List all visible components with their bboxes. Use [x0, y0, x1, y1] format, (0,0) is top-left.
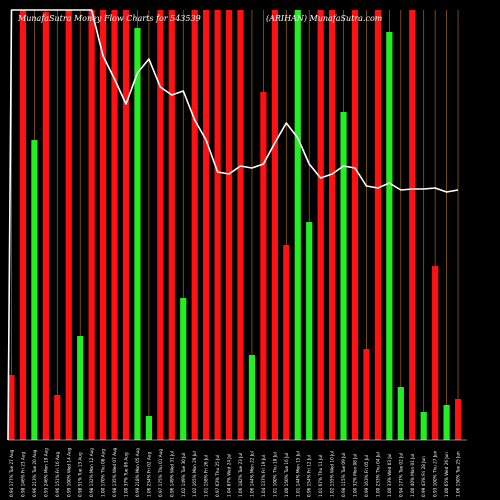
x-tick-label: 0.99 43% Fri 28 Jun — [421, 456, 426, 497]
bar — [145, 416, 152, 440]
bar — [443, 405, 450, 440]
x-tick-label: 1.00 37% Tue 06 Aug — [124, 452, 129, 497]
x-tick-label: 1.01 67% Thu 11 Jul — [318, 455, 323, 497]
x-tick-label: 1.04 87% Wed 24 Jul — [227, 454, 232, 497]
bar — [42, 12, 49, 440]
bar — [283, 245, 290, 440]
bar — [294, 10, 301, 440]
bar — [31, 140, 38, 440]
x-tick-label: 1.00 150% Tue 16 Jul — [284, 453, 289, 497]
bar — [386, 32, 393, 440]
bar — [180, 298, 187, 440]
x-tick-label: 0.99 100% Wed 14 Aug — [66, 447, 71, 497]
bar — [8, 375, 15, 440]
x-tick-label: 0.99 163% Fri 05 Jul — [364, 455, 369, 497]
price-line — [7, 9, 459, 441]
bar — [54, 395, 61, 440]
bar — [203, 10, 210, 440]
tick-labels: 0.94 177% Tue 27 Aug 0.98 146% Fri 23 Aug… — [9, 447, 461, 497]
chart-title: MunafaSutra Money Flow Charts for 543539 — [17, 14, 201, 23]
bar — [122, 10, 130, 440]
x-tick-label: 0.96 154% Fri 12 Jul — [307, 455, 312, 497]
bar — [65, 10, 72, 440]
bar — [134, 28, 141, 440]
x-tick-label: 1.01 100% Thu 18 Jul — [272, 452, 277, 497]
x-tick-label: 1.00 32% Mon 08 Jul — [353, 454, 358, 497]
bar — [420, 412, 427, 440]
x-tick-label: 0.93 100% Thu 27 Jun — [433, 450, 438, 497]
x-tick-label: 0.94 177% Tue 27 Aug — [9, 449, 14, 497]
x-tick-label: 1.01 144% Mon 15 Jul — [295, 451, 300, 497]
bar — [214, 10, 221, 440]
bar — [271, 10, 278, 440]
x-tick-label: 0.99 218% Mon 05 Aug — [135, 448, 140, 497]
bar — [363, 349, 370, 440]
x-tick-label: 0.98 115% Tue 09 Jul — [341, 453, 346, 497]
bar — [248, 355, 256, 440]
bar — [191, 10, 198, 440]
bar — [409, 10, 416, 440]
x-tick-label: 1.00 65% Wed 26 Jun — [444, 452, 449, 497]
x-tick-label: 0.96 213% Tue 20 Aug — [32, 449, 37, 497]
x-tick-label: 0.97 63% Thu 25 Jul — [215, 455, 220, 497]
x-tick-label: 1.06 144% Mon 22 Jul — [249, 451, 254, 497]
bar — [397, 387, 404, 440]
x-tick-label: 0.98 146% Fri 23 Aug — [20, 452, 25, 497]
x-tick-label: 1.00 40% Mon 01 Jul — [410, 454, 415, 497]
x-tick-label: 1.06 182% Tue 23 Jul — [238, 453, 243, 497]
bar — [454, 399, 462, 440]
x-tick-label: 1.02 149% Tue 30 Jul — [181, 453, 186, 497]
bar — [77, 336, 84, 440]
bar — [432, 266, 439, 440]
bar — [340, 112, 347, 440]
x-tick-label: 1.06 234% Fri 02 Aug — [146, 452, 151, 497]
bar — [225, 10, 233, 440]
x-tick-label: 1.02 155% Wed 10 Jul — [330, 451, 335, 497]
x-tick-label: 1.00 233% Thu 04 Jul — [375, 452, 380, 497]
bar — [329, 10, 336, 440]
x-tick-label: 1.06 150% Tue 25 Jun — [456, 451, 461, 497]
x-tick-label: 1.00 33% Wed 03 Jul — [387, 454, 392, 497]
x-tick-label: 0.94 177% Tue 02 Jul — [398, 453, 403, 497]
x-tick-label: 1.01 158% Fri 26 Jul — [204, 455, 209, 497]
x-tick-label: 0.93 246% Mon 19 Aug — [43, 448, 48, 497]
bar — [374, 10, 381, 440]
bar — [306, 222, 313, 440]
bar — [351, 10, 359, 440]
bar-series — [8, 10, 462, 440]
bar — [100, 10, 107, 440]
bar — [168, 10, 175, 440]
chart-subtitle: (ARIHAN) MunafaSutra.com — [266, 14, 383, 23]
x-tick-label: 1.04 137% Fri 19 Jul — [261, 455, 266, 497]
x-tick-label: 0.96 149% Wed 31 Jul — [169, 451, 174, 497]
bar — [317, 10, 324, 440]
bar — [237, 10, 244, 440]
x-tick-label: 0.98 51% Tue 13 Aug — [78, 452, 83, 497]
x-tick-label: 1.02 165% Mon 29 Jul — [192, 451, 197, 497]
bar — [19, 10, 27, 440]
x-tick-label: 0.98 135% Wed 07 Aug — [112, 447, 117, 497]
x-tick-label: 0.97 175% Thu 01 Aug — [158, 449, 163, 497]
bar — [88, 10, 95, 440]
bar — [111, 10, 118, 440]
x-tick-label: 0.98 132% Mon 12 Aug — [89, 448, 94, 497]
bar — [260, 92, 267, 440]
x-tick-label: 1.00 170% Thu 08 Aug — [101, 449, 106, 497]
bar — [157, 10, 164, 440]
x-tick-label: 0.96 151% Fri 16 Aug — [55, 452, 60, 497]
